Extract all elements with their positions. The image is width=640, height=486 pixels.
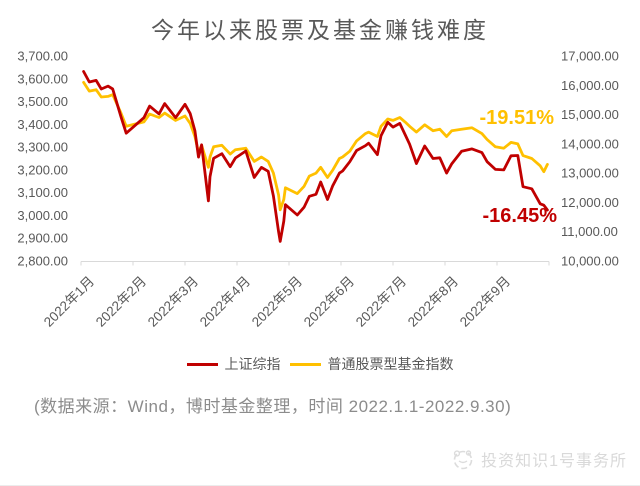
y-left-tick-label: 3,400.00: [17, 117, 68, 132]
y-right-tick-label: 15,000.00: [561, 107, 619, 122]
x-axis-month-label: 2022年1月: [41, 274, 97, 330]
y-right-tick-label: 11,000.00: [561, 224, 618, 239]
watermark: 投资知识1号事务所: [450, 446, 627, 472]
legend-label-sse: 上证综指: [224, 356, 281, 372]
x-axis-month-label: 2022年8月: [405, 274, 461, 330]
y-right-tick-label: 12,000.00: [561, 195, 619, 210]
y-left-tick-label: 3,700.00: [17, 49, 68, 64]
x-axis-month-label: 2022年7月: [353, 274, 409, 330]
chart-title: 今年以来股票及基金赚钱难度: [151, 17, 489, 43]
legend-item-fund: 普通股票型基金指数: [289, 354, 454, 374]
legend-swatch-fund: [289, 362, 321, 366]
y-left-tick-label: 2,900.00: [17, 231, 68, 246]
legend-swatch-sse: [186, 362, 218, 366]
line-chart: 3,700.00 3,600.00 3,500.00 3,400.00 3,300.00…: [17, 49, 619, 330]
y-left-tick-label: 3,000.00: [17, 208, 68, 223]
y-left-tick-label: 3,300.00: [17, 140, 68, 155]
x-axis-month-label: 2022年2月: [93, 274, 149, 330]
y-right-tick-label: 13,000.00: [561, 166, 619, 181]
annotation-sse-return: -16.45%: [483, 205, 558, 227]
x-axis-month-label: 2022年3月: [145, 274, 201, 330]
y-left-tick-label: 3,500.00: [17, 94, 68, 109]
y-left-tick-label: 3,200.00: [17, 162, 68, 177]
y-left-tick-label: 2,800.00: [17, 254, 68, 269]
x-axis-month-label: 2022年6月: [301, 274, 357, 330]
source-note: (数据来源：Wind，博时基金整理，时间 2022.1.1-2022.9.30): [34, 397, 512, 416]
series-line-fund: [82, 81, 549, 212]
y-right-tick-label: 17,000.00: [561, 49, 619, 64]
y-left-tick-label: 3,100.00: [17, 185, 68, 200]
y-right-tick-label: 10,000.00: [561, 254, 619, 269]
watermark-text: 投资知识1号事务所: [481, 453, 627, 470]
y-right-tick-label: 16,000.00: [561, 78, 619, 93]
x-axis-month-label: 2022年5月: [249, 274, 305, 330]
legend-item-sse: 上证综指: [186, 354, 281, 374]
y-left-tick-label: 3,600.00: [17, 71, 68, 86]
annotation-fund-return: -19.51%: [480, 107, 555, 129]
x-axis-month-label: 2022年9月: [457, 274, 513, 330]
series-line-sse: [82, 70, 549, 243]
chart-legend: 上证综指 普通股票型基金指数: [0, 354, 640, 374]
x-axis-month-label: 2022年4月: [197, 274, 253, 330]
watermark-logo-icon: [453, 450, 473, 470]
legend-label-fund: 普通股票型基金指数: [327, 356, 454, 372]
y-right-tick-label: 14,000.00: [561, 136, 619, 151]
